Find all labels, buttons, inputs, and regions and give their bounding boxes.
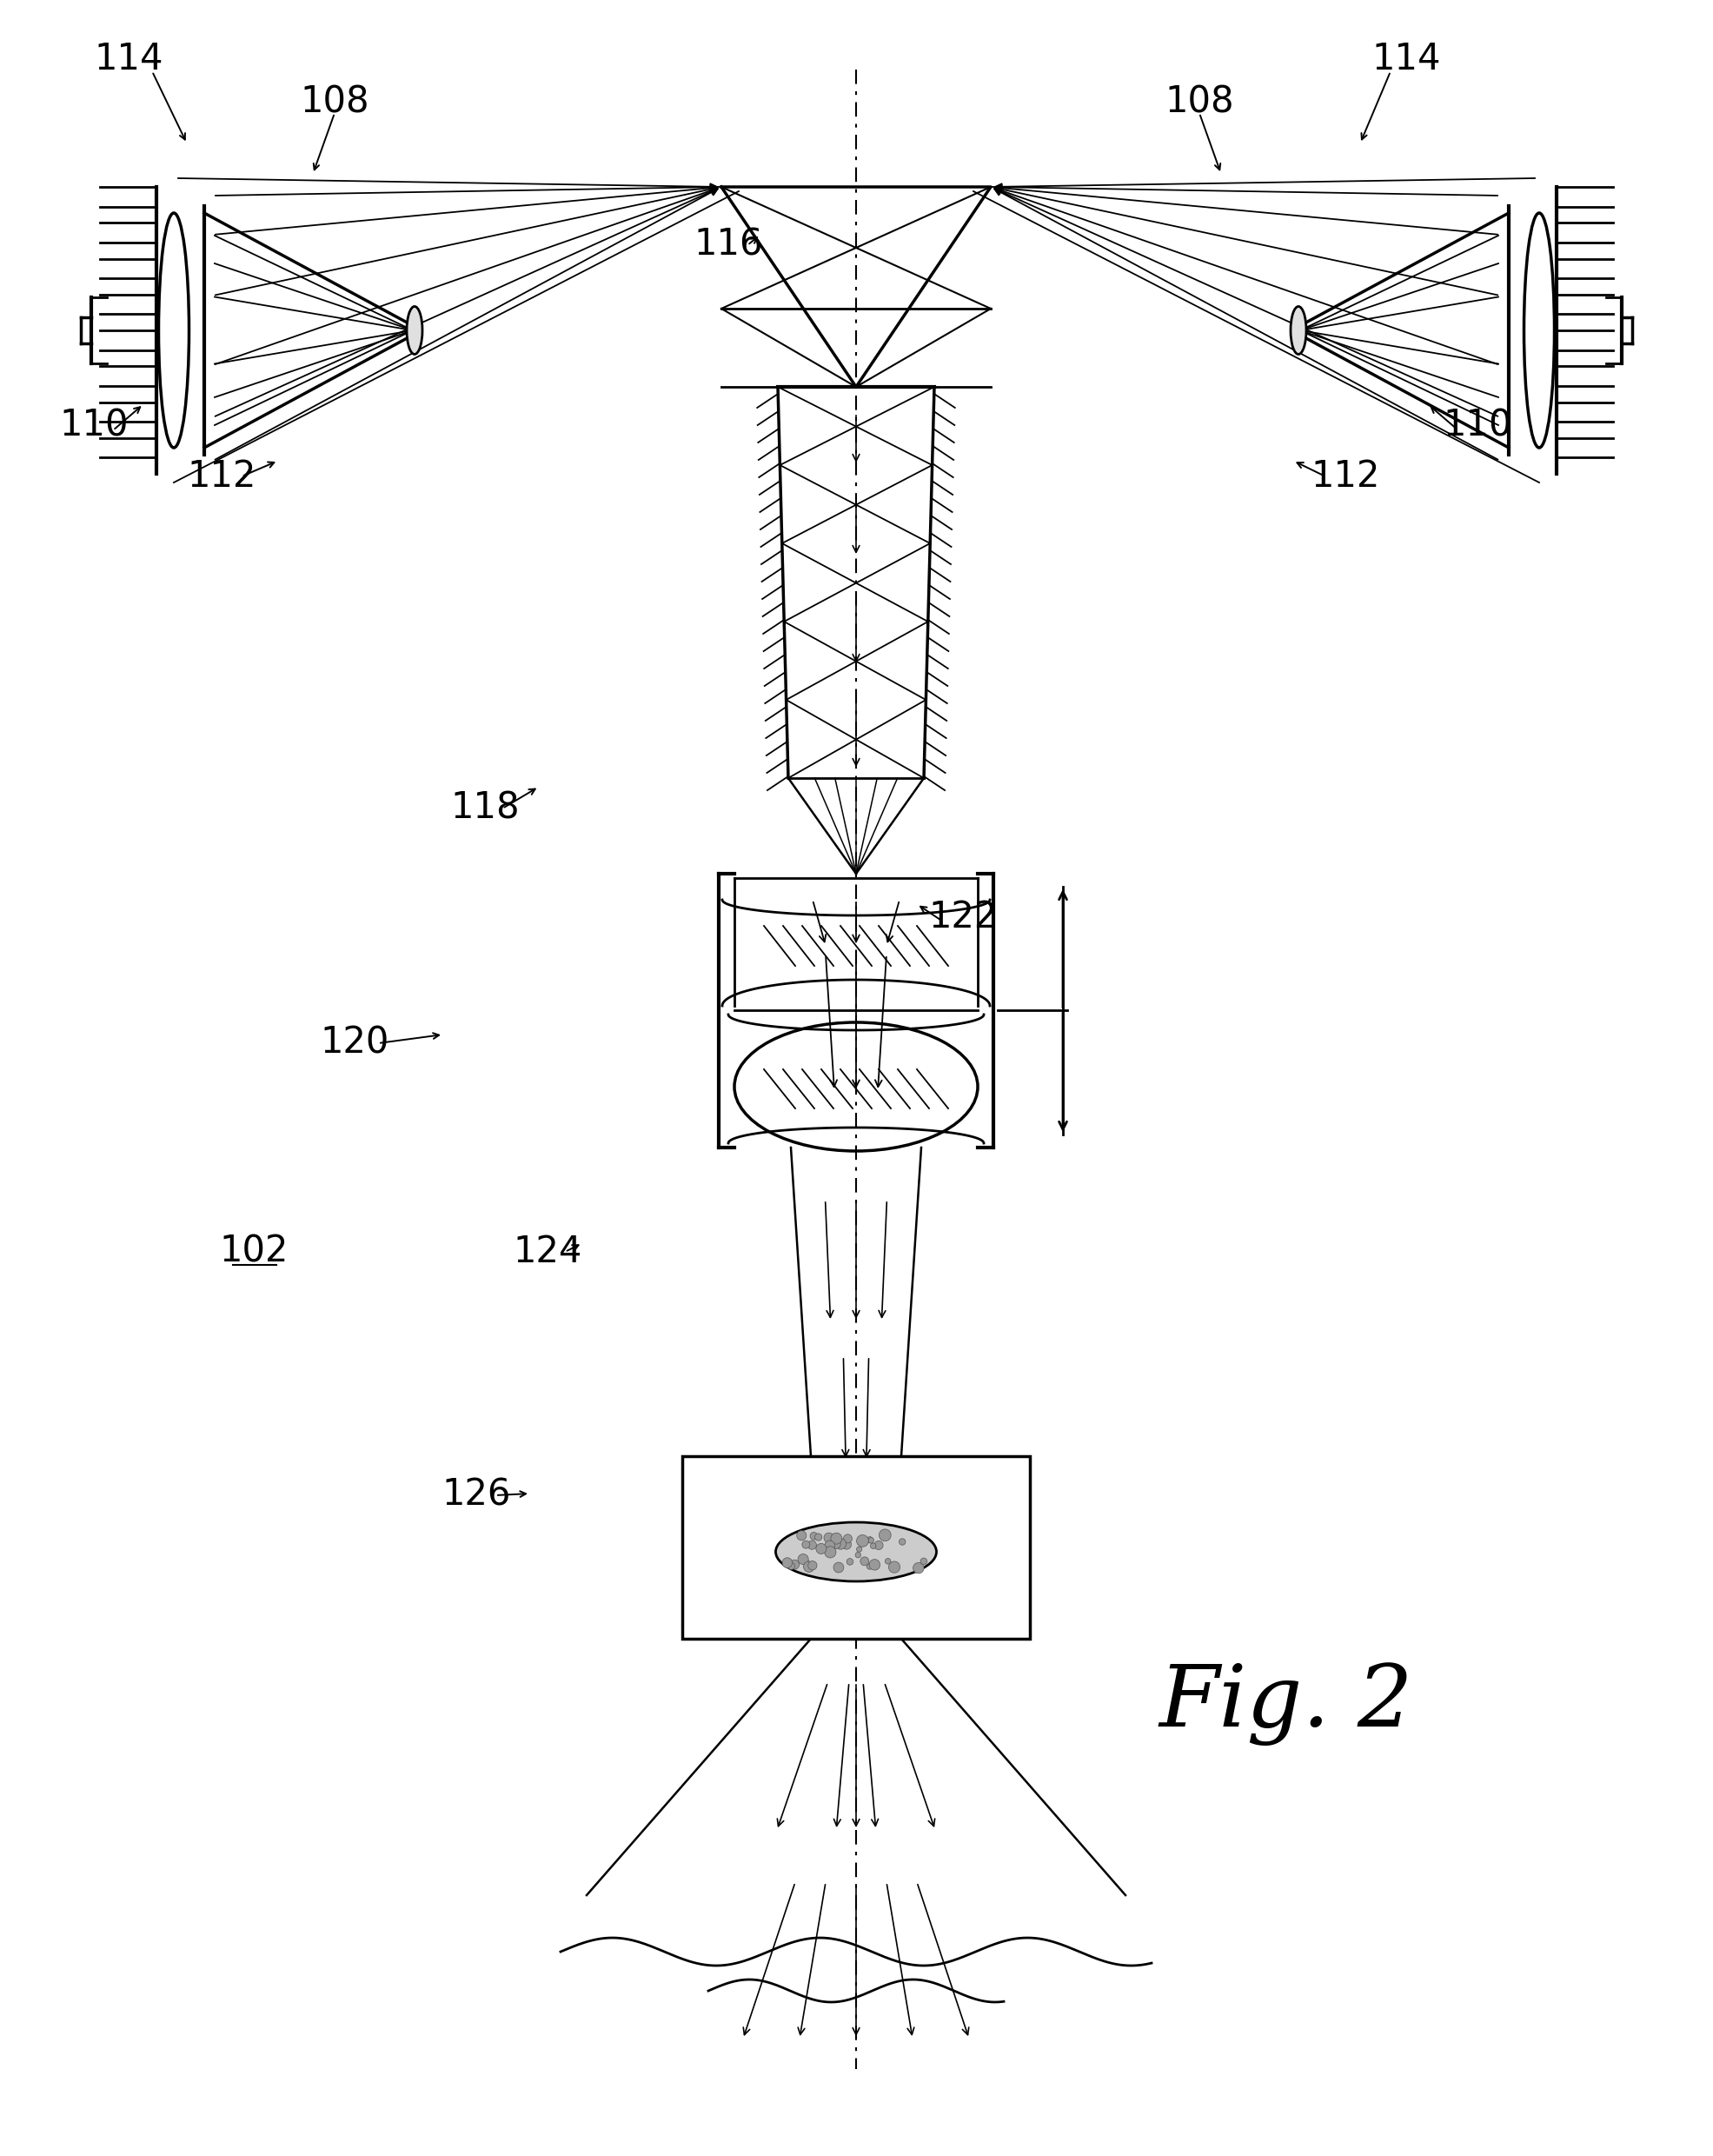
Ellipse shape (1290, 306, 1307, 354)
Circle shape (867, 1537, 874, 1544)
Circle shape (856, 1535, 868, 1546)
Circle shape (886, 1559, 891, 1563)
Ellipse shape (406, 306, 423, 354)
Circle shape (867, 1563, 872, 1570)
Circle shape (802, 1542, 810, 1548)
Text: 118: 118 (451, 791, 519, 826)
Circle shape (874, 1542, 884, 1550)
Text: 126: 126 (442, 1477, 510, 1514)
Circle shape (843, 1535, 851, 1544)
Circle shape (788, 1563, 795, 1570)
Text: 114: 114 (1372, 41, 1441, 78)
Circle shape (870, 1544, 875, 1548)
Circle shape (809, 1561, 817, 1570)
Text: 122: 122 (928, 899, 997, 936)
Circle shape (798, 1554, 809, 1565)
Circle shape (815, 1533, 822, 1542)
Text: 110: 110 (60, 407, 128, 444)
Circle shape (836, 1539, 846, 1550)
Text: 120: 120 (320, 1024, 389, 1061)
Circle shape (824, 1533, 834, 1544)
Text: 112: 112 (187, 459, 257, 494)
Circle shape (797, 1531, 807, 1539)
Circle shape (855, 1552, 862, 1559)
Text: 108: 108 (1165, 84, 1233, 121)
Text: 108: 108 (300, 84, 370, 121)
Circle shape (803, 1561, 814, 1572)
Circle shape (810, 1533, 817, 1539)
Circle shape (913, 1563, 923, 1574)
Text: 110: 110 (1442, 407, 1513, 444)
Circle shape (815, 1544, 826, 1554)
Text: 102: 102 (219, 1233, 288, 1270)
Circle shape (860, 1557, 868, 1565)
Circle shape (889, 1561, 899, 1572)
Text: 114: 114 (94, 41, 163, 78)
Circle shape (846, 1559, 853, 1565)
Text: 124: 124 (512, 1233, 582, 1270)
Circle shape (790, 1559, 800, 1570)
Text: 116: 116 (694, 226, 762, 263)
Circle shape (856, 1546, 862, 1552)
Circle shape (879, 1529, 891, 1542)
Circle shape (868, 1537, 874, 1544)
Circle shape (899, 1539, 906, 1546)
Circle shape (870, 1561, 879, 1570)
Circle shape (920, 1559, 927, 1565)
Circle shape (841, 1539, 851, 1550)
Text: Fig. 2: Fig. 2 (1160, 1662, 1413, 1746)
Circle shape (831, 1539, 841, 1548)
Circle shape (834, 1563, 845, 1572)
Bar (682, 1455, 1030, 1639)
Ellipse shape (735, 1022, 978, 1151)
Circle shape (803, 1559, 809, 1565)
Circle shape (831, 1533, 843, 1544)
Circle shape (807, 1542, 817, 1550)
Circle shape (824, 1546, 836, 1559)
Text: 112: 112 (1310, 459, 1381, 494)
Ellipse shape (776, 1522, 937, 1580)
Circle shape (783, 1557, 793, 1567)
Circle shape (868, 1559, 880, 1570)
Circle shape (824, 1542, 834, 1550)
